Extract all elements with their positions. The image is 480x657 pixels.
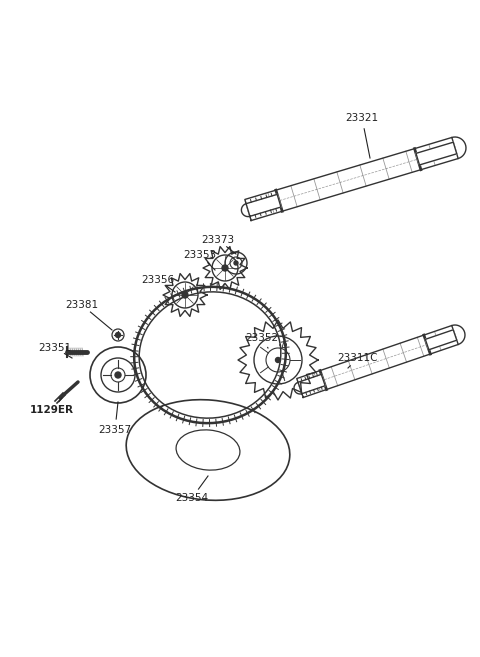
Circle shape [182,292,188,298]
Text: 1129ER: 1129ER [30,405,74,415]
Text: 23356: 23356 [142,275,175,285]
Polygon shape [425,330,457,350]
Polygon shape [416,142,457,165]
Text: 23373: 23373 [202,235,235,245]
Text: 23352: 23352 [245,333,278,343]
Text: 23357: 23357 [98,425,132,435]
Circle shape [234,261,238,265]
Text: 23351: 23351 [38,343,72,353]
Circle shape [115,372,121,378]
Polygon shape [246,194,281,216]
Text: 23353: 23353 [183,250,216,260]
Circle shape [222,265,228,271]
Text: 23311C: 23311C [338,353,378,363]
Text: 23381: 23381 [65,300,98,310]
Text: 23354: 23354 [175,493,209,503]
Circle shape [116,332,120,338]
Text: 23321: 23321 [346,113,379,123]
Circle shape [276,357,280,363]
Polygon shape [298,374,325,394]
